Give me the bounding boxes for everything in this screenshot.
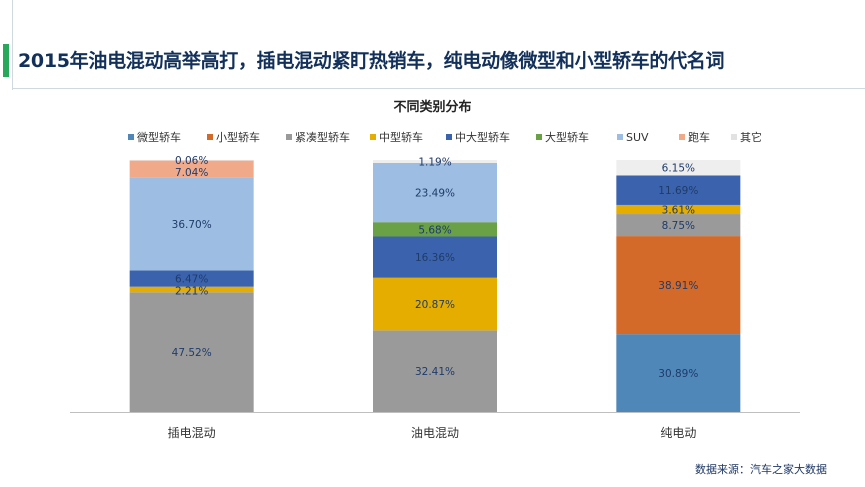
legend-swatch <box>679 134 685 140</box>
data-label: 38.91% <box>658 280 698 292</box>
legend-swatch <box>731 134 737 140</box>
data-label: 30.89% <box>658 368 698 380</box>
data-label: 16.36% <box>415 252 455 264</box>
data-label: 5.68% <box>418 224 451 236</box>
category-tick-label: 插电混动 <box>168 426 216 440</box>
data-label: 2.21% <box>175 286 208 298</box>
bar-segment <box>129 160 254 178</box>
bar-segment <box>616 175 741 205</box>
category-tick-label: 油电混动 <box>411 426 459 440</box>
bar-segment <box>373 330 497 412</box>
legend-label: 小型轿车 <box>216 130 260 144</box>
category-tick-label: 纯电动 <box>660 426 696 440</box>
data-label: 3.61% <box>662 205 695 217</box>
data-label: 8.75% <box>662 220 695 232</box>
bar-segment <box>616 236 741 335</box>
legend-swatch <box>536 134 542 140</box>
bar-segment <box>616 160 741 176</box>
bar-segment <box>373 162 497 223</box>
data-label: 11.69% <box>658 185 698 197</box>
title-divider <box>12 88 865 89</box>
legend-label: 其它 <box>740 130 762 144</box>
legend-label: 紧凑型轿车 <box>295 130 350 144</box>
bar-segment <box>129 286 254 293</box>
title-accent-bar <box>3 44 9 77</box>
bar-segment <box>616 214 741 237</box>
data-source-note: 数据来源：汽车之家大数据 <box>695 463 827 476</box>
legend-swatch <box>446 134 452 140</box>
legend-label: 大型轿车 <box>545 130 589 144</box>
data-label: 7.04% <box>175 167 208 179</box>
page-title: 2015年油电混动高举高打，插电混动紧盯热销车，纯电动像微型和小型轿车的代名词 <box>18 50 725 72</box>
legend-swatch <box>286 134 292 140</box>
bar-segment <box>616 204 741 215</box>
legend-label: 跑车 <box>688 130 710 144</box>
legend-label: 微型轿车 <box>137 130 181 144</box>
legend-label: 中大型轿车 <box>455 130 510 144</box>
bar-segment <box>129 160 254 161</box>
bar-segment <box>373 222 497 237</box>
data-label: 1.19% <box>418 156 451 168</box>
legend-swatch <box>370 134 376 140</box>
chart-title: 不同类别分布 <box>393 100 472 115</box>
data-label: 6.47% <box>175 274 208 286</box>
data-label: 32.41% <box>415 366 455 378</box>
data-label: 0.06% <box>175 155 208 167</box>
decorative-rule <box>12 0 13 90</box>
legend-label: 中型轿车 <box>379 130 423 144</box>
legend-swatch <box>617 134 623 140</box>
bar-segment <box>373 236 497 278</box>
data-label: 20.87% <box>415 299 455 311</box>
data-label: 36.70% <box>172 219 212 231</box>
bar-segment <box>129 292 254 412</box>
bar-segment <box>373 277 497 331</box>
data-label: 47.52% <box>172 347 212 359</box>
legend-label: SUV <box>626 131 649 144</box>
legend-swatch <box>128 134 134 140</box>
bar-segment <box>616 334 741 412</box>
bar-segment <box>129 177 254 271</box>
bar-segment <box>373 160 497 163</box>
data-label: 6.15% <box>662 163 695 175</box>
legend-swatch <box>207 134 213 140</box>
bar-segment <box>129 270 254 287</box>
data-label: 23.49% <box>415 188 455 200</box>
